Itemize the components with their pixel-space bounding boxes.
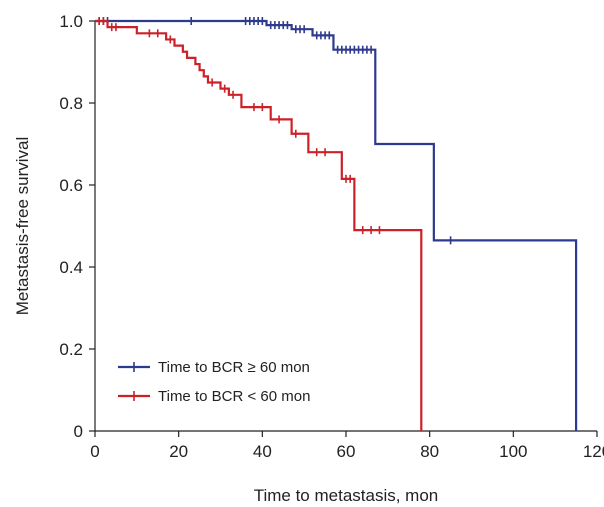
series-layer: [95, 17, 578, 431]
x-tick-label: 60: [337, 442, 356, 461]
y-tick-label: 0.8: [59, 94, 83, 113]
x-tick-label: 40: [253, 442, 272, 461]
y-tick-label: 0.6: [59, 176, 83, 195]
x-tick-label: 80: [420, 442, 439, 461]
y-tick-label: 1.0: [59, 12, 83, 31]
series-1: [95, 17, 423, 431]
legend-label-0: Time to BCR ≥ 60 mon: [158, 359, 310, 376]
series-line-1: [95, 19, 423, 431]
series-0: [95, 17, 578, 431]
x-ticks: 0 20 40 60 80 100 120: [90, 431, 604, 461]
y-tick-label: 0.2: [59, 340, 83, 359]
legend: Time to BCR ≥ 60 mon Time to BCR < 60 mon: [118, 359, 310, 405]
x-tick-label: 20: [169, 442, 188, 461]
y-tick-label: 0.4: [59, 258, 83, 277]
x-tick-label: 100: [499, 442, 527, 461]
y-ticks: 0 0.2 0.4 0.6 0.8 1.0: [59, 12, 95, 441]
x-tick-label: 0: [90, 442, 99, 461]
legend-label-1: Time to BCR < 60 mon: [158, 388, 310, 405]
x-tick-label: 120: [583, 442, 604, 461]
x-axis-title: Time to metastasis, mon: [254, 486, 439, 505]
y-tick-label: 0: [74, 422, 83, 441]
y-axis-title: Metastasis-free survival: [13, 137, 32, 316]
